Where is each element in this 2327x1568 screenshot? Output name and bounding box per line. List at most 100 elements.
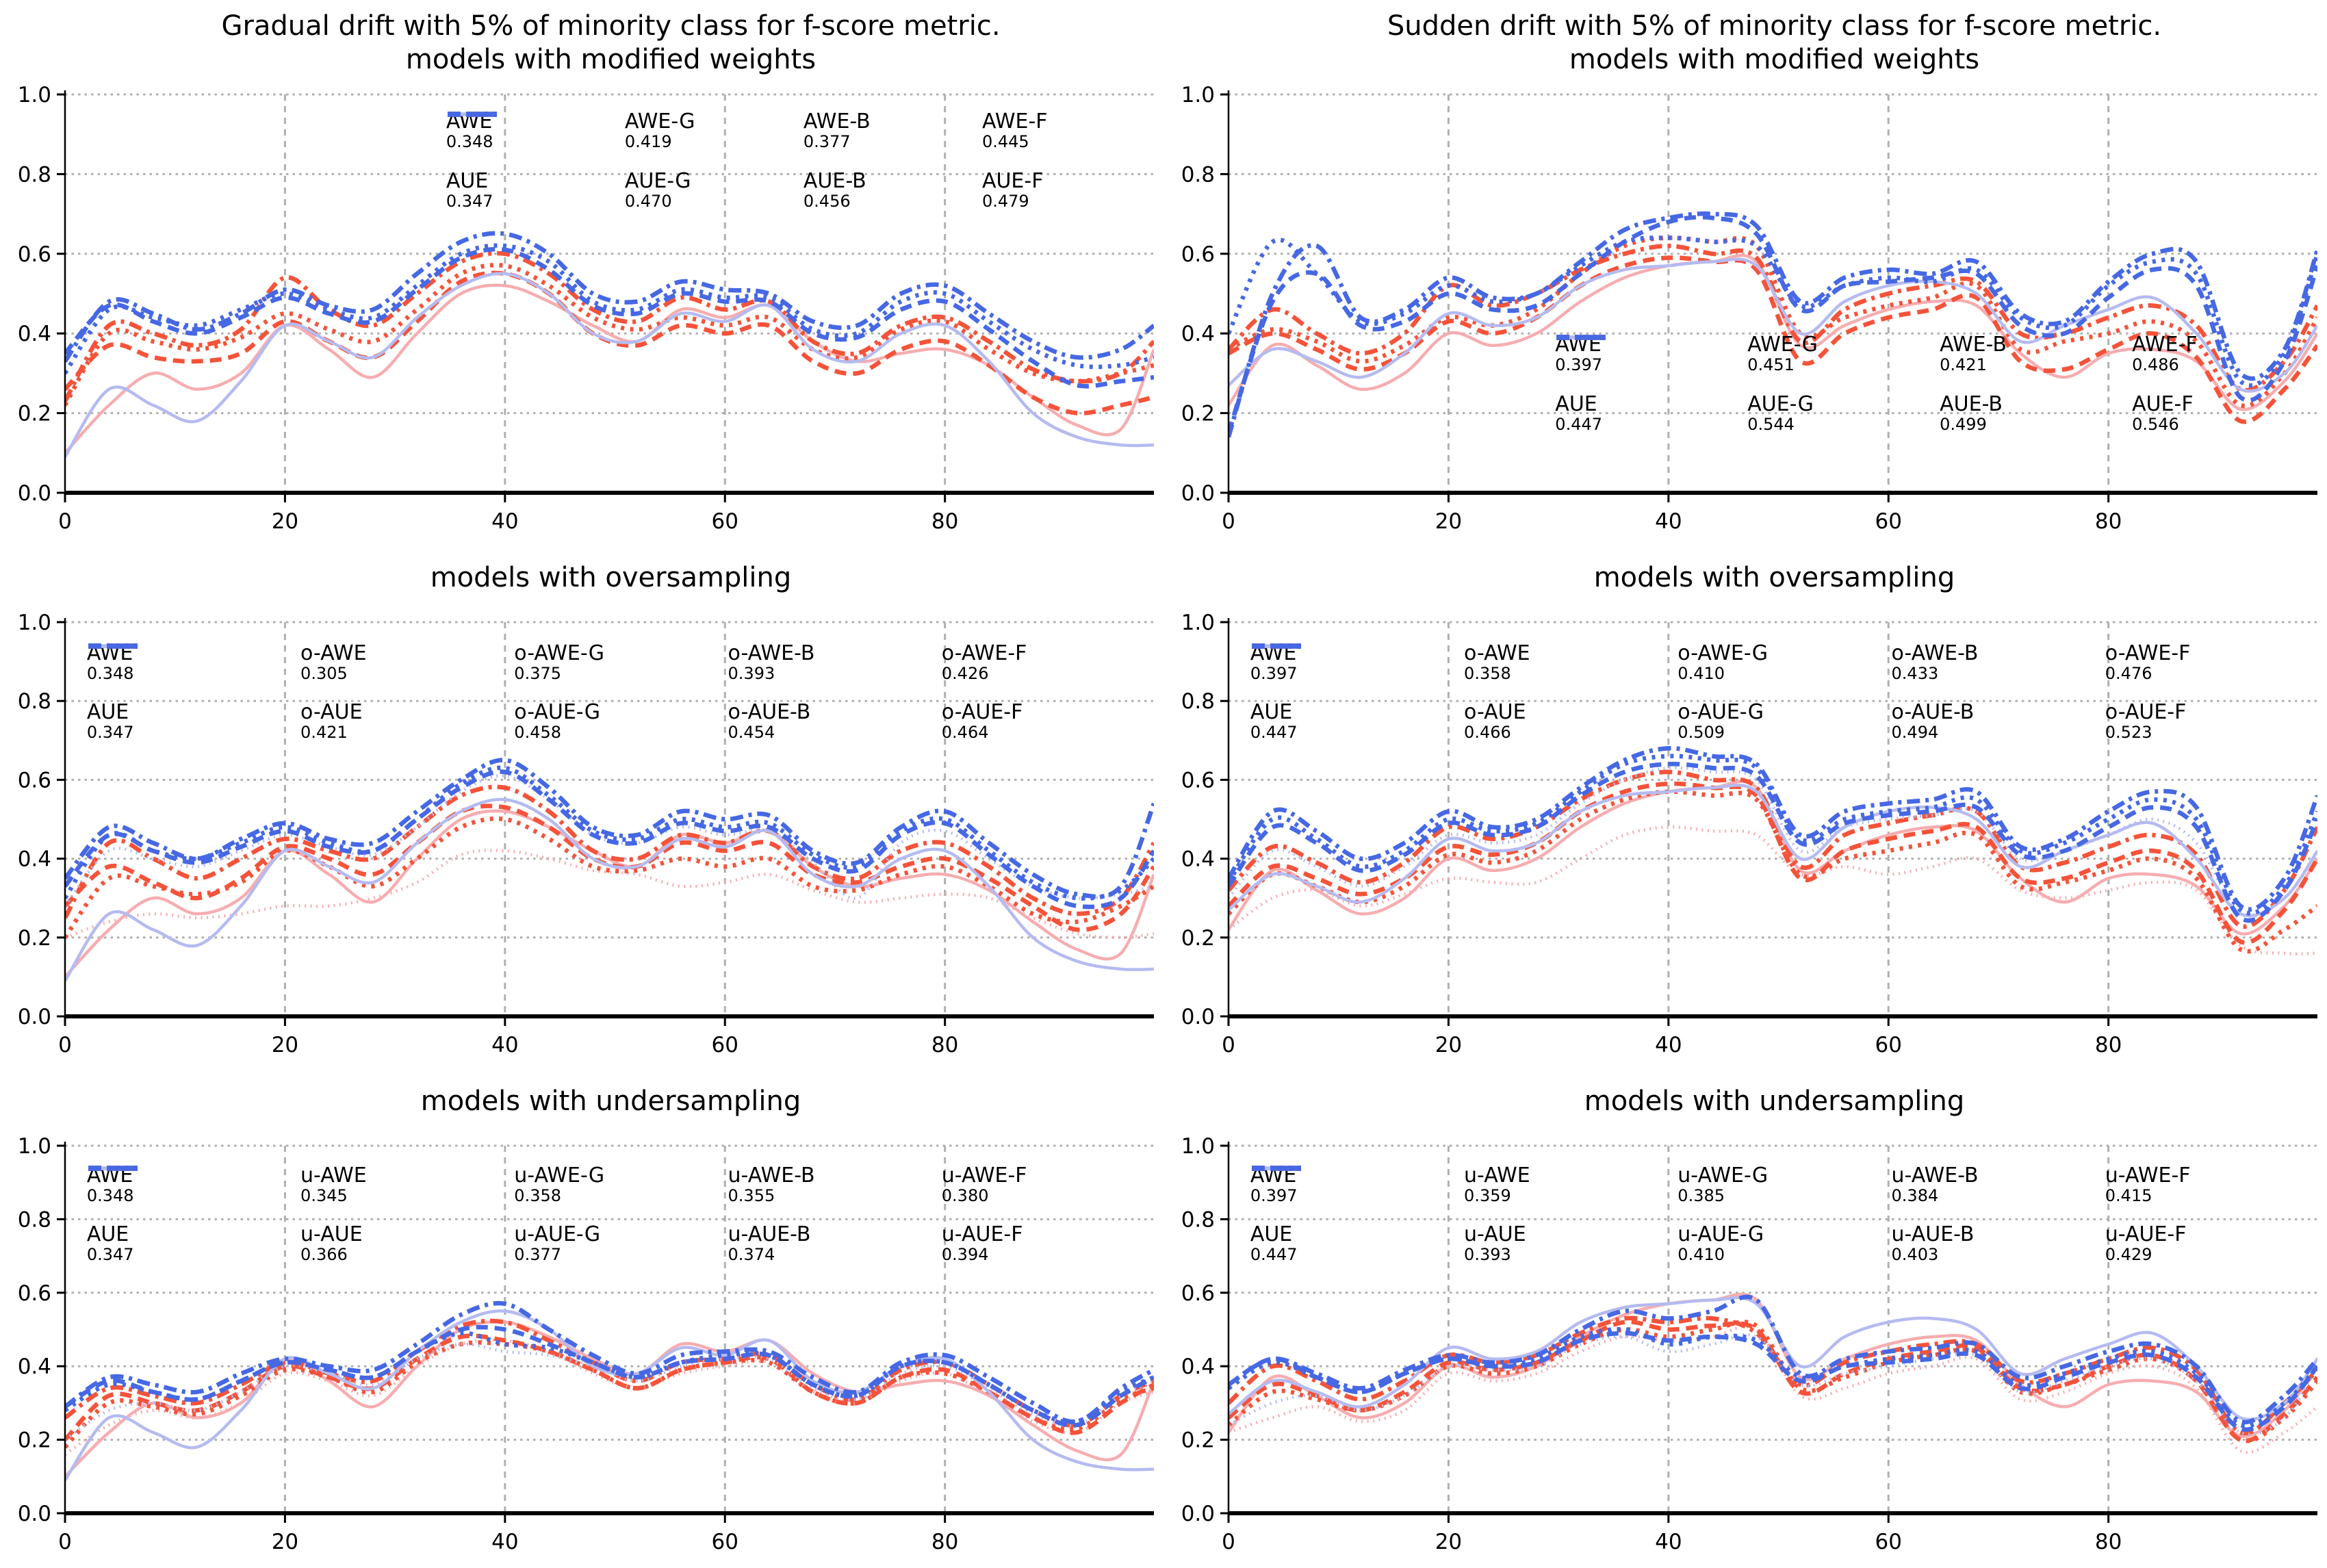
subplot-sudden-undersampling: models with undersampling 0.0 0.2 0.4 0.6 0.… xyxy=(1164,1071,2327,1568)
chart-canvas: 0.0 0.2 0.4 0.6 0.8 1.0 0 20 40 60 80 xyxy=(1181,86,2317,534)
x-tick-label: 20 xyxy=(272,1033,298,1057)
x-tick-label: 80 xyxy=(931,1530,958,1554)
y-tick-label: 0.6 xyxy=(1181,1281,1215,1306)
series-line-u-AWE-F xyxy=(65,1318,1154,1428)
subplot-gradual-undersampling: models with undersampling 0.0 0.2 0.4 0.6 0.… xyxy=(0,1071,1164,1568)
series-line-u-AUE-B xyxy=(1229,1331,2317,1432)
series-line-AWE xyxy=(1229,1292,2317,1438)
y-tick-label: 0.0 xyxy=(18,481,51,506)
series-line-u-AUE-F xyxy=(65,1300,1154,1424)
x-tick-label: 60 xyxy=(712,1033,738,1057)
series-line-AUE-F xyxy=(1229,211,2317,438)
x-tick-label: 40 xyxy=(1655,1530,1682,1554)
subplot-sudden-modified-weights: Sudden drift with 5% of minority class f… xyxy=(1164,0,2327,548)
subplot-titles: Sudden drift with 5% of minority class f… xyxy=(1164,0,2327,86)
x-tick-label: 20 xyxy=(272,509,298,534)
subplot-title: models with oversampling xyxy=(430,562,792,593)
series-line-AUE-G xyxy=(65,243,1154,375)
series-line-u-AWE-F xyxy=(1229,1315,2317,1436)
x-tick-label: 40 xyxy=(1655,1033,1682,1057)
series-line-AUE-B xyxy=(1229,215,2317,434)
series-line-AUE-B xyxy=(65,246,1154,389)
series-line-o-AWE-B xyxy=(65,804,1154,932)
subplot-titles: models with oversampling xyxy=(0,548,1164,614)
x-tick-label: 40 xyxy=(491,1530,518,1554)
x-tick-label: 60 xyxy=(712,509,738,534)
y-tick-label: 0.4 xyxy=(18,1354,51,1379)
subplot-titles: models with undersampling xyxy=(1164,1071,2327,1138)
subplot-titles: models with undersampling xyxy=(0,1071,1164,1138)
series-line-o-AWE-G xyxy=(65,816,1154,939)
x-tick-label: 80 xyxy=(2095,1033,2122,1057)
y-tick-label: 0.0 xyxy=(1181,1502,1215,1526)
y-tick-label: 0.6 xyxy=(1181,242,1215,267)
series-line-AUE xyxy=(65,1309,1154,1481)
y-tick-label: 0.8 xyxy=(1181,689,1215,714)
x-tick-label: 80 xyxy=(2095,1530,2122,1554)
y-tick-label: 0.0 xyxy=(1181,1005,1215,1029)
x-tick-label: 80 xyxy=(931,509,958,534)
series-line-AUE-F xyxy=(65,231,1154,363)
y-tick-label: 1.0 xyxy=(18,86,51,107)
subplot-title: models with modified weights xyxy=(405,43,817,75)
series-line-o-AUE-G xyxy=(65,765,1154,901)
y-tick-label: 0.4 xyxy=(18,322,51,346)
series-line-o-AUE-B xyxy=(1229,761,2317,923)
y-tick-label: 1.0 xyxy=(18,614,51,635)
series-line-AWE-G xyxy=(1229,235,2317,409)
x-tick-label: 80 xyxy=(2095,509,2122,534)
y-tick-label: 0.2 xyxy=(1181,926,1215,951)
series-line-o-AWE-F xyxy=(1229,769,2317,929)
y-tick-label: 0.2 xyxy=(18,926,51,951)
y-tick-label: 0.4 xyxy=(18,847,51,872)
column-title: Gradual drift with 5% of minority class … xyxy=(221,10,1001,42)
chart-canvas: 0.0 0.2 0.4 0.6 0.8 1.0 0 20 40 60 80 xyxy=(18,614,1154,1057)
y-tick-label: 0.8 xyxy=(18,1207,51,1232)
y-tick-label: 0.8 xyxy=(18,689,51,714)
series-line-AWE-G xyxy=(65,263,1154,407)
subplot-title: models with undersampling xyxy=(1584,1085,1965,1117)
series-line-o-AUE xyxy=(1229,766,2317,918)
plot-area: 0.0 0.2 0.4 0.6 0.8 1.0 0 20 40 60 80 AWE 0.397 u-AWE… xyxy=(1164,1138,2327,1568)
series-line-u-AUE-G xyxy=(1229,1326,2317,1428)
x-tick-label: 40 xyxy=(491,509,518,534)
subplot-gradual-modified-weights: Gradual drift with 5% of minority class … xyxy=(0,0,1164,548)
y-tick-label: 0.2 xyxy=(18,402,51,426)
x-tick-label: 40 xyxy=(1655,509,1682,534)
chart-canvas: 0.0 0.2 0.4 0.6 0.8 1.0 0 20 40 60 80 xyxy=(18,1138,1154,1554)
y-tick-label: 0.6 xyxy=(1181,768,1215,793)
y-tick-label: 1.0 xyxy=(18,1138,51,1159)
series-line-o-AUE-B xyxy=(65,769,1154,910)
subplot-titles: Gradual drift with 5% of minority class … xyxy=(0,0,1164,86)
y-tick-label: 0.8 xyxy=(18,162,51,187)
series-line-AWE-F xyxy=(65,250,1154,402)
x-tick-label: 20 xyxy=(272,1530,298,1554)
series-line-o-AUE-F xyxy=(1229,746,2317,912)
x-tick-label: 60 xyxy=(1875,509,1902,534)
y-tick-label: 0.4 xyxy=(1181,1354,1215,1379)
y-tick-label: 0.4 xyxy=(1181,847,1215,872)
y-tick-label: 1.0 xyxy=(1181,1138,1215,1159)
column-title: Sudden drift with 5% of minority class f… xyxy=(1387,10,2162,42)
y-tick-label: 0.6 xyxy=(18,242,51,267)
y-tick-label: 0.0 xyxy=(1181,481,1215,506)
x-tick-label: 20 xyxy=(1435,1530,1462,1554)
plot-area: 0.0 0.2 0.4 0.6 0.8 1.0 0 20 40 60 80 AWE 0.348 o-AWE… xyxy=(0,614,1164,1071)
x-tick-label: 0 xyxy=(1222,509,1235,534)
chart-canvas: 0.0 0.2 0.4 0.6 0.8 1.0 0 20 40 60 80 xyxy=(1181,614,2317,1057)
y-tick-label: 0.8 xyxy=(1181,162,1215,187)
series-line-AUE xyxy=(65,272,1154,458)
x-tick-label: 40 xyxy=(491,1033,518,1057)
series-line-AWE xyxy=(65,809,1154,978)
chart-canvas: 0.0 0.2 0.4 0.6 0.8 1.0 0 20 40 60 80 xyxy=(18,86,1154,534)
subplot-gradual-oversampling: models with oversampling 0.0 0.2 0.4 0.6 0.8… xyxy=(0,548,1164,1071)
plot-area: 0.0 0.2 0.4 0.6 0.8 1.0 0 20 40 60 80 AWE 0.348 AWE-G… xyxy=(0,86,1164,548)
series-line-o-AUE-G xyxy=(1229,754,2317,916)
series-line-u-AUE xyxy=(1229,1333,2317,1436)
y-tick-label: 0.2 xyxy=(18,1428,51,1453)
plot-area: 0.0 0.2 0.4 0.6 0.8 1.0 0 20 40 60 80 AWE 0.397 o-AWE… xyxy=(1164,614,2327,1071)
y-tick-label: 0.4 xyxy=(1181,322,1215,346)
subplot-sudden-oversampling: models with oversampling 0.0 0.2 0.4 0.6 0.8… xyxy=(1164,548,2327,1071)
x-tick-label: 80 xyxy=(931,1033,958,1057)
series-line-AUE xyxy=(65,797,1154,982)
